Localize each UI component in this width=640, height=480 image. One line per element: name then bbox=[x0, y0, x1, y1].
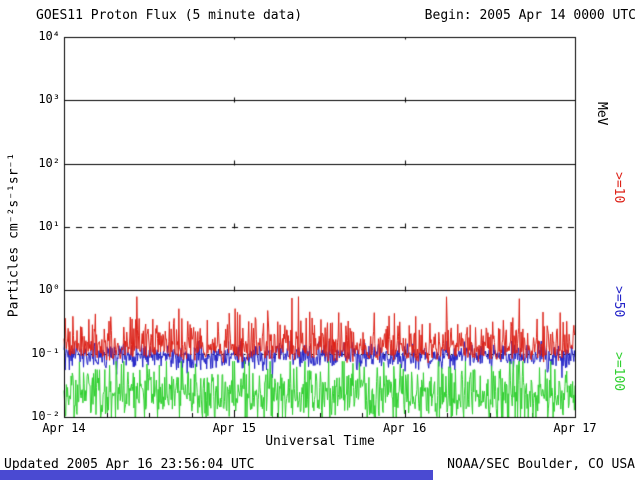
credit-label: NOAA/SEC Boulder, CO USA bbox=[447, 457, 635, 472]
x-tick-label: Apr 16 bbox=[382, 421, 427, 435]
series-label-ge50: >=50 bbox=[611, 286, 626, 318]
x-tick-label: Apr 15 bbox=[212, 421, 256, 435]
y-tick-label: 10⁻² bbox=[31, 409, 60, 423]
series-label-ge10: >=10 bbox=[611, 172, 626, 204]
y-tick-label: 10⁴ bbox=[38, 29, 60, 43]
series-label-ge100: >=100 bbox=[611, 352, 626, 392]
y-tick-label: 10¹ bbox=[38, 219, 60, 233]
y-tick-label: 10⁻¹ bbox=[31, 345, 60, 360]
y-tick-label: 10⁰ bbox=[38, 282, 60, 297]
x-tick-label: Apr 17 bbox=[553, 421, 597, 435]
x-tick-label: Apr 14 bbox=[42, 421, 86, 435]
y-tick-label: 10³ bbox=[38, 92, 60, 107]
x-axis-label: Universal Time bbox=[265, 434, 375, 449]
right-axis-title: MeV bbox=[594, 102, 609, 126]
chart-title: GOES11 Proton Flux (5 minute data) bbox=[36, 8, 303, 23]
bottom-strip bbox=[0, 470, 433, 480]
updated-timestamp: Updated 2005 Apr 16 23:56:04 UTC bbox=[4, 457, 255, 472]
y-tick-label: 10² bbox=[38, 155, 60, 170]
begin-time-label: Begin: 2005 Apr 14 0000 UTC bbox=[424, 8, 636, 23]
